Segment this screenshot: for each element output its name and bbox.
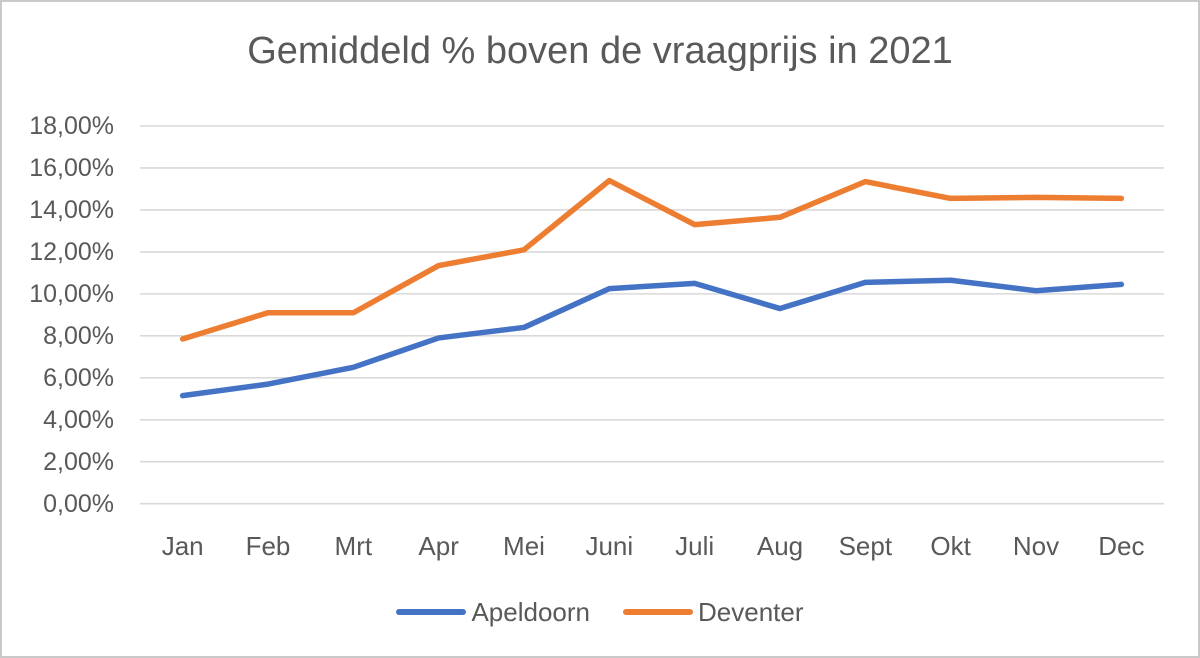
legend-label-deventer: Deventer	[698, 596, 804, 627]
y-axis-tick-label: 16,00%	[29, 153, 114, 182]
x-axis-label: Nov	[1012, 531, 1060, 561]
y-axis-tick-label: 6,00%	[43, 363, 114, 392]
x-axis-label: Okt	[930, 531, 971, 561]
x-axis-label: Jan	[161, 531, 204, 561]
y-axis-tick-label: 18,00%	[29, 112, 114, 140]
x-axis-label: Feb	[245, 531, 291, 561]
y-axis-tick-label: 4,00%	[43, 405, 114, 434]
x-axis-label: Mrt	[334, 531, 373, 561]
y-axis-tick-label: 2,00%	[43, 447, 114, 476]
series-line-deventer	[179, 177, 1125, 342]
series-line-apeldoorn	[179, 277, 1125, 399]
legend-item-deventer: Deventer	[623, 597, 804, 628]
y-axis-tick-label: 0,00%	[43, 489, 114, 518]
y-axis-tick-label: 14,00%	[29, 195, 114, 224]
x-axis-label: Dec	[1098, 531, 1145, 561]
y-axis-tick-label: 8,00%	[43, 321, 114, 350]
legend-swatch-apeldoorn	[396, 609, 467, 615]
x-axis-label: Aug	[756, 531, 804, 561]
y-axis-tick-label: 10,00%	[29, 279, 114, 308]
legend-label-apeldoorn: Apeldoorn	[471, 596, 591, 627]
x-axis-label: Juni	[585, 531, 634, 561]
chart-title: Gemiddeld % boven de vraagprijs in 2021	[247, 30, 953, 72]
legend: Apeldoorn Deventer	[2, 594, 1198, 630]
x-axis-label: Apr	[418, 531, 459, 561]
y-axis-tick-label: 12,00%	[29, 237, 114, 266]
legend-item-apeldoorn: Apeldoorn	[396, 597, 590, 628]
x-axis-label: Juli	[675, 531, 715, 561]
legend-swatch-deventer	[623, 609, 694, 615]
x-axis-label: Mei	[503, 531, 545, 561]
x-axis-label: Sept	[838, 531, 893, 561]
